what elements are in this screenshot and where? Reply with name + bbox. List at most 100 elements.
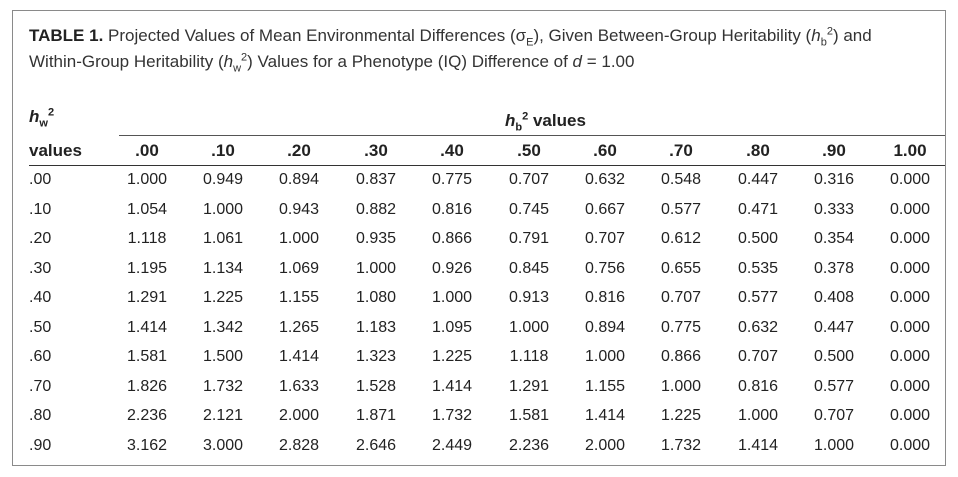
table-cell: 0.354 bbox=[813, 230, 855, 247]
table-cell: 1.500 bbox=[202, 348, 244, 365]
table-cell: 0.667 bbox=[584, 200, 626, 218]
caption-sigma-subscript: E bbox=[526, 36, 534, 49]
table-cell: 2.000 bbox=[584, 436, 626, 454]
column-header: .20 bbox=[287, 141, 311, 160]
table-cell: 0.845 bbox=[508, 259, 550, 277]
row-label: .00 bbox=[29, 171, 52, 188]
table-cell: 1.000 bbox=[126, 171, 168, 188]
column-header: .70 bbox=[669, 141, 693, 160]
table-cell: 0.408 bbox=[813, 289, 855, 306]
row-label: .90 bbox=[29, 436, 52, 454]
table-cell: 0.913 bbox=[508, 289, 550, 306]
table-cell: 1.000 bbox=[431, 289, 473, 306]
table-cell: 1.000 bbox=[202, 200, 244, 218]
caption-hb-h: h bbox=[811, 26, 821, 45]
row-header-values-label: values bbox=[29, 141, 82, 160]
table-cell: 0.577 bbox=[813, 377, 855, 395]
caption-d-eq: = 1.00 bbox=[582, 52, 635, 71]
table-cell: 1.342 bbox=[202, 318, 244, 336]
row-label: .70 bbox=[29, 377, 52, 395]
row-header-sub: w bbox=[39, 117, 48, 130]
table-cell: 0.707 bbox=[584, 230, 626, 247]
caption-hw-h: h bbox=[223, 52, 234, 71]
row-header-h: h bbox=[29, 107, 40, 126]
table-cell: 1.291 bbox=[508, 377, 550, 395]
table-cell: 0.837 bbox=[355, 171, 397, 188]
column-header: .10 bbox=[211, 141, 235, 160]
table-cell: 2.236 bbox=[126, 407, 168, 424]
caption-hb-sup: 2 bbox=[826, 25, 833, 38]
caption-hw-sub: w bbox=[233, 62, 242, 75]
table-cell: 0.949 bbox=[202, 171, 244, 188]
table-cell: 1.732 bbox=[431, 407, 473, 424]
table-cell: 0.756 bbox=[584, 259, 626, 277]
table-cell: 2.121 bbox=[202, 407, 244, 424]
column-header: 1.00 bbox=[893, 141, 927, 160]
table-cell: 0.866 bbox=[431, 230, 473, 247]
row-label: .30 bbox=[29, 259, 52, 277]
table-cell: 1.183 bbox=[355, 318, 397, 336]
column-header: .30 bbox=[364, 141, 388, 160]
column-header: .50 bbox=[517, 141, 541, 160]
table-cell: 1.134 bbox=[202, 259, 244, 277]
table-cell: 0.612 bbox=[660, 230, 702, 247]
table-cell: 0.316 bbox=[813, 171, 855, 188]
table-cell: 0.775 bbox=[431, 171, 473, 188]
column-header: .00 bbox=[135, 141, 159, 160]
table-cell: 0.882 bbox=[355, 200, 397, 218]
table-cell: 0.378 bbox=[813, 259, 855, 277]
table-cell: 0.000 bbox=[889, 318, 931, 336]
table-cell: 0.548 bbox=[660, 171, 702, 188]
table-cell: 2.449 bbox=[431, 436, 473, 454]
caption-text-2: ), Given Between-Group Heritability ( bbox=[533, 26, 812, 45]
table-cell: 0.000 bbox=[889, 436, 931, 454]
table-frame: TABLE 1. Projected Values of Mean Enviro… bbox=[12, 10, 946, 466]
table-cell: 1.000 bbox=[660, 377, 702, 395]
col-header-values-label: values bbox=[528, 111, 586, 130]
caption-d-var: d bbox=[572, 52, 582, 71]
table-cell: 1.414 bbox=[431, 377, 473, 395]
table-cell: 0.816 bbox=[431, 200, 473, 218]
column-header: .40 bbox=[440, 141, 464, 160]
table-cell: 0.577 bbox=[660, 200, 702, 218]
table-cell: 1.118 bbox=[127, 230, 167, 247]
table-cell: 1.000 bbox=[278, 230, 320, 247]
table-cell: 1.732 bbox=[660, 436, 702, 454]
table-cell: 0.866 bbox=[660, 348, 702, 365]
table-cell: 1.528 bbox=[355, 377, 397, 395]
column-header: .90 bbox=[822, 141, 846, 160]
table-cell: 0.745 bbox=[508, 200, 550, 218]
table-cell: 2.236 bbox=[508, 436, 550, 454]
table-cell: 0.500 bbox=[813, 348, 855, 365]
table-cell: 0.471 bbox=[737, 200, 779, 218]
table-cell: 0.000 bbox=[889, 348, 931, 365]
table-cell: 2.000 bbox=[278, 407, 320, 424]
col-header-h: h bbox=[505, 111, 516, 130]
table-cell: 1.414 bbox=[737, 436, 779, 454]
table-cell: 0.707 bbox=[813, 407, 855, 424]
table-cell: 0.894 bbox=[278, 171, 320, 188]
table-cell: 1.414 bbox=[278, 348, 320, 365]
table-cell: 0.943 bbox=[278, 200, 320, 218]
row-label: .60 bbox=[29, 348, 52, 365]
table-cell: 1.732 bbox=[202, 377, 244, 395]
table-cell: 0.816 bbox=[584, 289, 626, 306]
table-cell: 0.707 bbox=[737, 348, 779, 365]
table-cell: 0.000 bbox=[889, 259, 931, 277]
table-cell: 3.000 bbox=[202, 436, 244, 454]
caption-hw-sup: 2 bbox=[241, 51, 248, 64]
table-cell: 1.061 bbox=[202, 230, 244, 247]
column-header: .60 bbox=[593, 141, 617, 160]
caption-text-1: Projected Values of Mean Environmental D… bbox=[103, 26, 527, 45]
table-cell: 1.581 bbox=[126, 348, 168, 365]
table-cell: 0.935 bbox=[355, 230, 397, 247]
table-cell: 0.577 bbox=[737, 289, 779, 306]
row-label: .10 bbox=[29, 200, 52, 218]
table-cell: 1.225 bbox=[431, 348, 473, 365]
table-cell: 0.447 bbox=[813, 318, 855, 336]
table-cell: 0.000 bbox=[889, 377, 931, 395]
row-label: .50 bbox=[29, 318, 52, 336]
row-header-sup: 2 bbox=[47, 106, 55, 119]
col-header-sub: b bbox=[515, 121, 523, 134]
table-cell: 0.000 bbox=[889, 200, 931, 218]
